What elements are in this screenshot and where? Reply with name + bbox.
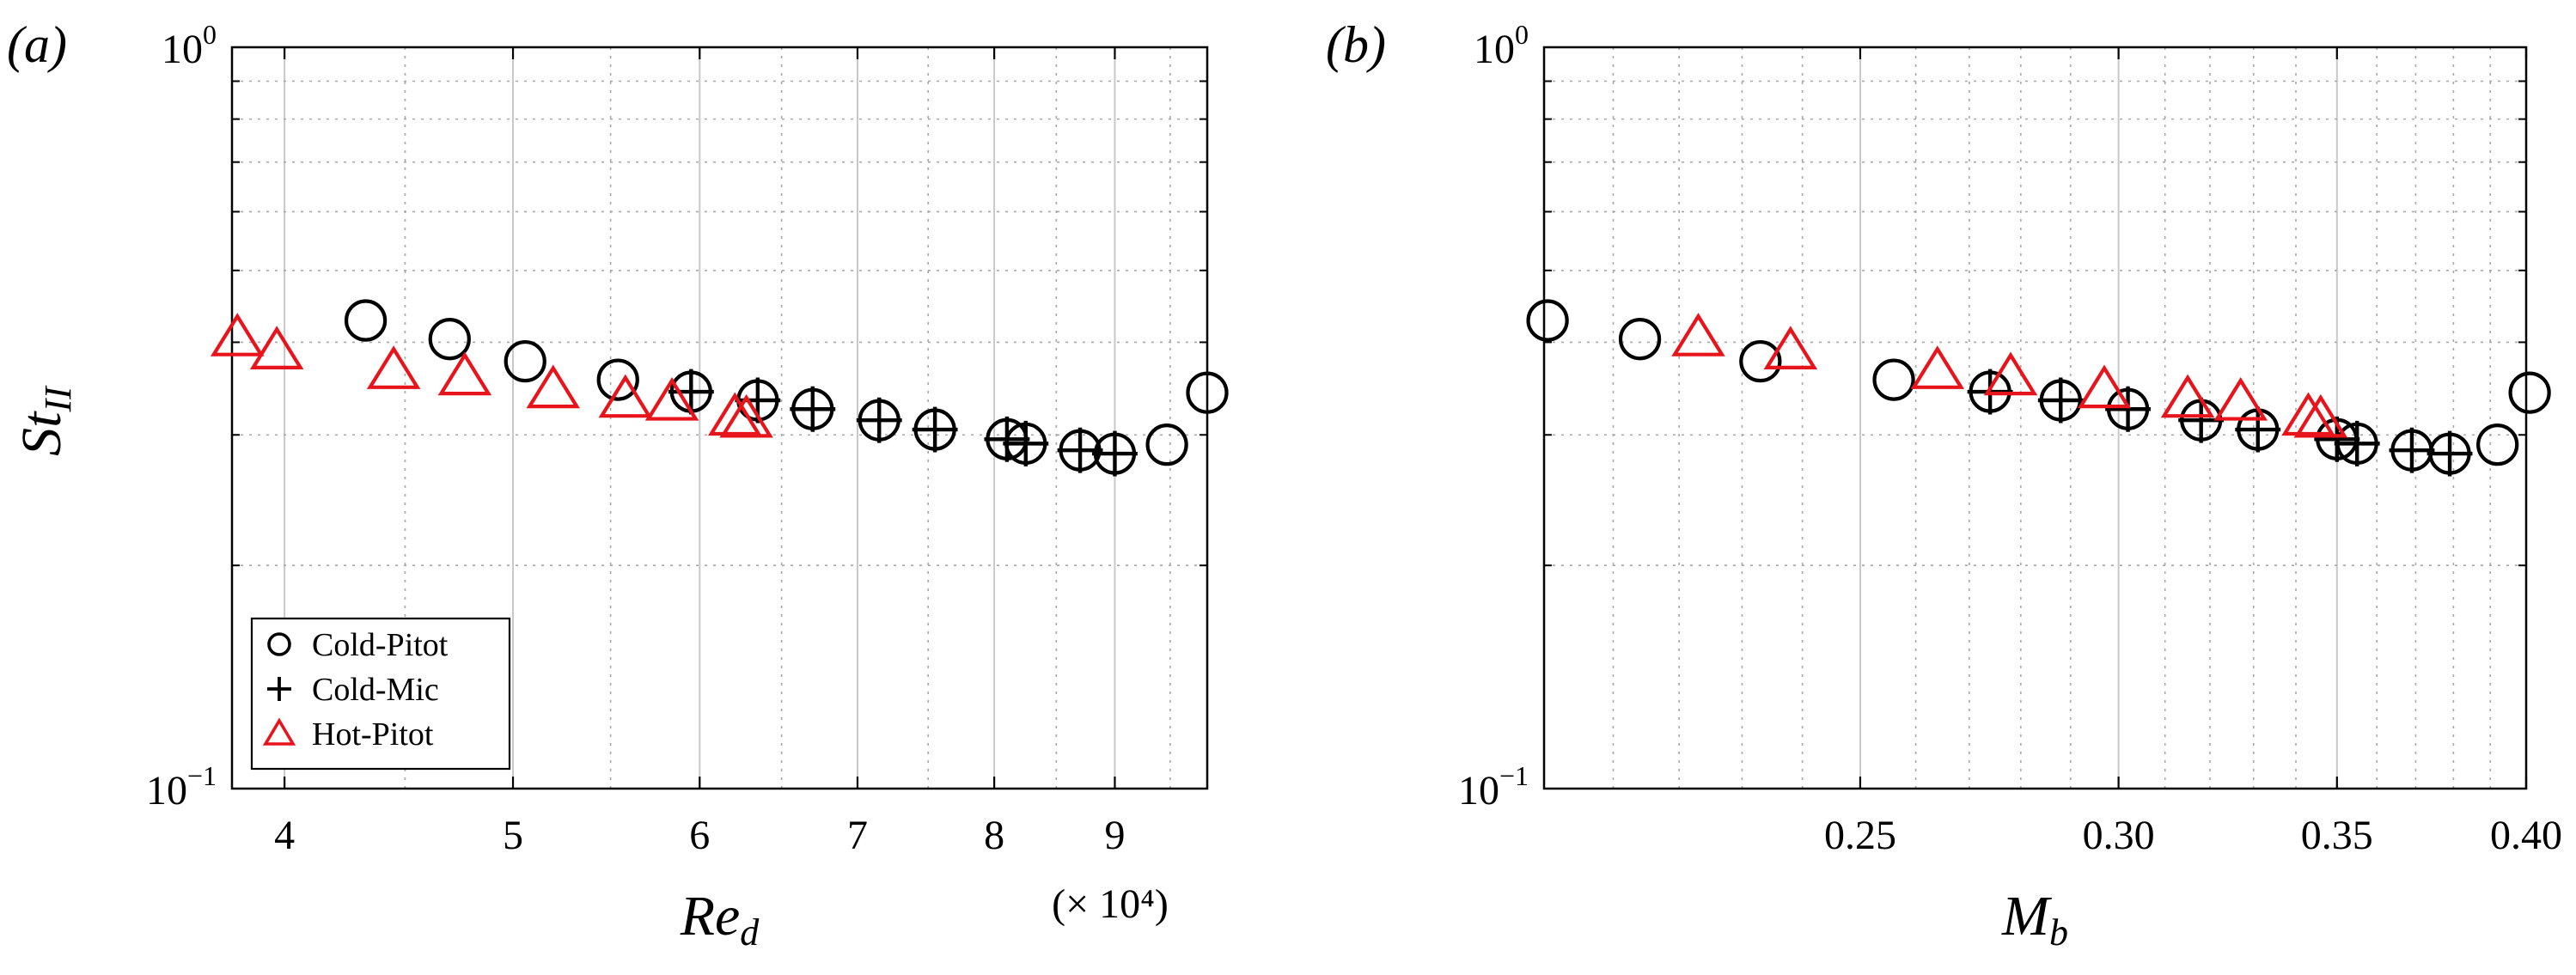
legend-entry: Hot-Pitot [262,716,434,753]
x-tick-label: 0.35 [2301,813,2373,858]
data-point [437,351,492,396]
x-multiplier-label: (× 10⁴) [1052,881,1169,927]
series-hot-pitot [1671,313,2348,438]
data-point [856,397,902,443]
data-point [249,326,304,369]
y-tick-label: 10−1 [146,760,217,814]
data-point [366,345,421,389]
data-point [2213,377,2268,421]
data-point [1763,326,1818,369]
grid [1544,47,2526,789]
series-cold-pitot [1526,299,2551,475]
data-point [2389,427,2435,473]
data-point [2476,424,2519,466]
data-point [504,339,546,383]
y-axis-label: StII [10,385,79,456]
data-point [2235,406,2281,453]
data-point [1057,427,1103,473]
panel-label: (b) [1326,16,1386,73]
data-point [668,369,714,415]
data-point [526,364,581,409]
legend-box [250,617,511,771]
x-tick-label: 7 [847,813,868,858]
data-point [596,358,639,401]
grid [232,47,1207,789]
data-layer [1526,299,2551,477]
plot-frame [230,46,1209,790]
plot-frame [1542,46,2528,790]
series-cold-pitot [344,299,1229,475]
data-point [2077,364,2132,409]
x-tick-label: 5 [503,813,523,858]
data-point [1003,420,1049,466]
x-tick-label: 4 [274,813,295,858]
data-point [1145,424,1188,466]
legend-label: Cold-Pitot [312,627,449,663]
data-point [2426,430,2473,477]
data-point [1910,345,1965,389]
legend-marker [267,632,291,656]
data-point [984,416,1030,462]
data-point [719,393,773,438]
data-point [1526,299,1569,342]
data-point [1671,313,1725,356]
y-tick-label: 10−1 [1458,760,1529,814]
data-point [912,406,958,453]
legend-label: Hot-Pitot [312,716,434,753]
y-tick-label: 100 [1474,19,1529,72]
x-tick-label: 9 [1104,813,1125,858]
data-point [2037,377,2084,424]
x-tick-label: 8 [984,813,1004,858]
series-cold-mic [668,369,1138,477]
chart-panel-2: 0.25 0.30 0.35 0.40 10−1 100 (b) Mb [1326,16,2562,954]
legend-marker [262,717,296,746]
legend-label: Cold-Mic [312,672,439,708]
data-point [2160,374,2215,418]
data-point [598,374,653,418]
data-point [428,318,471,361]
x-tick-label: 0.30 [2083,813,2155,858]
panel-label: (a) [7,16,67,73]
chart-panel-1: 4 5 6 7 8 9 10−1 100 (a) Red (× 10⁴) StII Cold-Pitot… [7,16,1229,954]
ticks [1544,47,2528,789]
data-point [1092,430,1138,477]
data-point [2105,386,2152,432]
data-point [2508,371,2551,414]
data-point [2334,420,2380,466]
legend-entry: Cold-Mic [267,672,439,708]
data-point [344,299,388,342]
data-layer [210,299,1229,477]
x-tick-label: 0.40 [2490,813,2562,858]
data-point [708,392,762,436]
data-point [2293,393,2348,438]
data-point [1186,371,1229,414]
data-point [1618,318,1662,361]
data-point [790,386,836,432]
data-point [2281,392,2335,436]
x-tick-label: 0.25 [1824,813,1896,858]
data-point [644,377,699,421]
series-hot-pitot [210,313,773,438]
legend: Cold-Pitot Cold-Mic Hot-Pitot [250,617,511,771]
x-tick-label: 6 [689,813,710,858]
data-point [1872,358,1915,401]
legend-marker [267,677,291,701]
data-point [1739,339,1782,383]
data-point [1983,351,2038,396]
data-point [210,313,265,356]
y-tick-label: 100 [162,19,217,72]
x-axis-label: Mb [2001,885,2068,954]
ticks [232,47,1207,789]
x-axis-label: Red [680,885,760,954]
legend-entry: Cold-Pitot [267,627,449,663]
